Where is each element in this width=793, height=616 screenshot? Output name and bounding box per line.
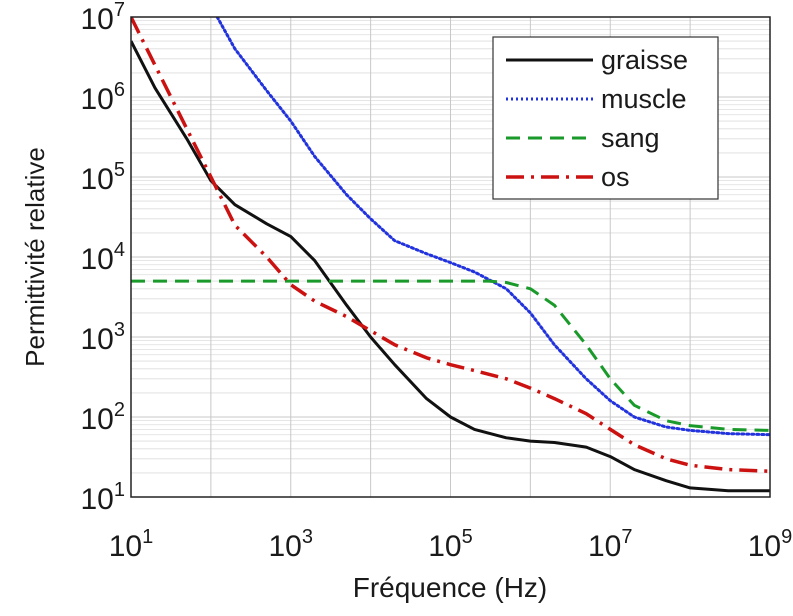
x-tick-label: 101	[109, 526, 154, 563]
plot-frame	[130, 16, 771, 498]
y-tick-label: 107	[81, 0, 126, 36]
y-axis-label: Permittivité relative	[20, 147, 50, 367]
x-tick-label: 105	[428, 526, 473, 563]
y-axis-ticks: 101 102 103 104 105 106 107	[81, 0, 126, 516]
y-tick-label: 105	[81, 159, 126, 196]
y-tick-label: 106	[81, 79, 126, 116]
series-line-graisse	[131, 40, 770, 493]
legend-label-muscle: muscle	[601, 84, 687, 114]
x-axis-ticks: 101 103 105 107 109	[109, 526, 793, 563]
x-axis-label: Fréquence (Hz)	[353, 572, 548, 603]
legend-label-sang: sang	[601, 123, 660, 153]
series-line-muscle	[215, 17, 770, 437]
y-tick-label: 101	[81, 479, 126, 516]
y-tick-label: 104	[81, 239, 126, 276]
y-tick-label: 103	[81, 319, 126, 356]
legend: graisse muscle sang os	[492, 36, 719, 200]
x-tick-label: 109	[748, 526, 793, 563]
y-tick-label: 102	[81, 399, 126, 436]
x-tick-label: 107	[588, 526, 633, 563]
legend-label-graisse: graisse	[601, 45, 688, 75]
x-tick-label: 103	[269, 526, 314, 563]
series-line-os	[131, 17, 770, 473]
legend-box	[492, 36, 719, 200]
series-layer	[131, 17, 770, 493]
legend-label-os: os	[601, 162, 630, 192]
